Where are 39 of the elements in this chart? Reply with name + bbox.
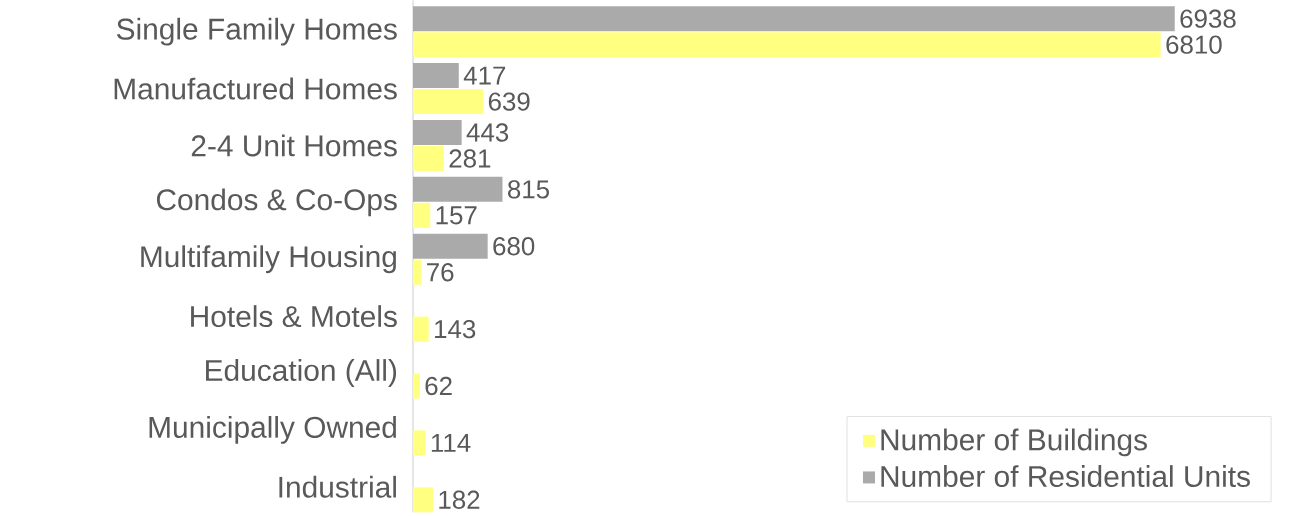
data-label: 114 bbox=[431, 434, 471, 453]
bar bbox=[413, 233, 488, 259]
data-label: 6810 bbox=[1166, 35, 1222, 55]
bar bbox=[413, 430, 426, 456]
data-label: 182 bbox=[439, 490, 480, 510]
y-tick-label: Education (All) bbox=[206, 359, 397, 388]
y-tick-label: Municipally Owned bbox=[149, 416, 396, 445]
bar bbox=[413, 89, 484, 115]
legend-label: Number of Residential Units bbox=[881, 465, 1250, 488]
y-tick-label: Single Family Homes bbox=[116, 17, 397, 46]
y-tick-label: 2-4 Unit Homes bbox=[191, 134, 397, 157]
data-label: 417 bbox=[463, 66, 506, 85]
bar bbox=[413, 487, 433, 513]
data-label: 639 bbox=[488, 92, 530, 111]
bar bbox=[413, 6, 1175, 32]
bar bbox=[413, 63, 459, 89]
y-tick-label: Hotels & Motels bbox=[191, 305, 397, 328]
bar bbox=[413, 259, 422, 285]
bar bbox=[413, 32, 1161, 58]
y-tick-label: Industrial bbox=[279, 476, 396, 498]
bar bbox=[413, 146, 444, 172]
data-label: 157 bbox=[436, 206, 477, 225]
data-label: 281 bbox=[449, 149, 491, 168]
bar bbox=[413, 177, 503, 203]
bar bbox=[413, 120, 462, 146]
y-tick-label: Manufactured Homes bbox=[114, 77, 397, 100]
data-label: 815 bbox=[508, 180, 549, 199]
data-label: 62 bbox=[425, 377, 452, 396]
y-tick-label: Multifamily Housing bbox=[141, 245, 396, 274]
bar bbox=[413, 373, 420, 399]
data-label: 6938 bbox=[1180, 9, 1236, 29]
data-label: 76 bbox=[427, 263, 454, 282]
bar bbox=[413, 316, 429, 342]
y-tick-label: Condos & Co-Ops bbox=[156, 188, 397, 217]
data-label: 443 bbox=[466, 123, 509, 142]
legend-label: Number of Buildings bbox=[881, 428, 1147, 457]
data-label: 143 bbox=[435, 320, 476, 339]
bar bbox=[413, 203, 431, 229]
data-label: 680 bbox=[493, 237, 535, 256]
